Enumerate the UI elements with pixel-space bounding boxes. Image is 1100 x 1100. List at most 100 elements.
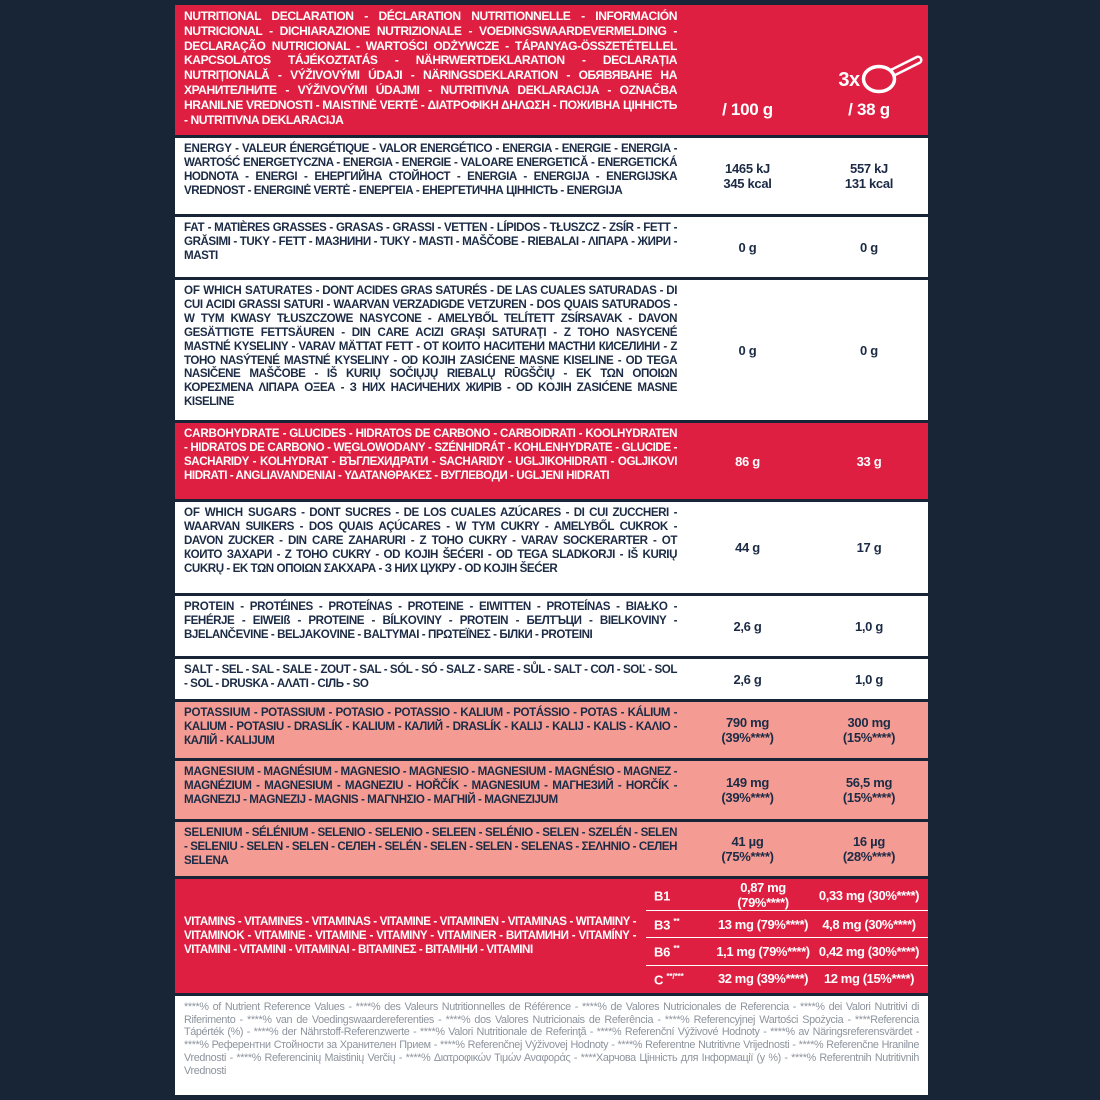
value-per-serving: 16 µg (28%****) (810, 822, 928, 876)
nutrient-translations: - VALEUR ÉNERGÉTIQUE - VALOR ENERGÉTICO … (184, 142, 677, 197)
nutrient-translations: - GLUCIDES - HIDRATOS DE CARBONO - CARBO… (184, 427, 677, 482)
value-line: 44 g (735, 540, 760, 555)
row-label: PROTEIN - PROTÉINES - PROTEÍNAS - PROTEI… (175, 596, 685, 656)
nutrient-translations: - PROTÉINES - PROTEÍNAS - PROTEINE - EIW… (184, 600, 677, 641)
value-line: (39%****) (721, 730, 774, 745)
nutrient-term: ENERGY (184, 142, 232, 155)
row-carbohydrate: CARBOHYDRATE - GLUCIDES - HIDRATOS DE CA… (175, 423, 928, 499)
value-line: (39%****) (721, 790, 774, 805)
vitamin-name: C **/*** (646, 971, 716, 987)
value-line: 2,6 g (733, 671, 762, 687)
nutrient-term: SALT (184, 663, 213, 676)
value-per-100g: 41 µg (75%****) (685, 822, 810, 876)
nutrient-term: MAGNESIUM (184, 765, 255, 778)
value-line: 790 mg (725, 715, 769, 730)
nutrient-term: POTASSIUM (184, 706, 251, 719)
nutrient-term: OF WHICH SATURATES (184, 284, 313, 297)
value-per-serving: 33 g (810, 423, 928, 499)
reference-values-footnote: ****% of Nutrient Reference Values - ***… (175, 996, 928, 1095)
vitamin-code: B1 (654, 888, 671, 904)
value-line: 41 µg (731, 834, 764, 849)
row-saturates: OF WHICH SATURATES - DONT ACIDES GRAS SA… (175, 280, 928, 420)
row-label: SALT - SEL - SAL - SALE - ZOUT - SAL - S… (175, 659, 685, 699)
nutrient-translations: - POTASSIUM - POTASIO - POTASSIO - KALIU… (184, 706, 677, 747)
nutrient-translations: - MAGNÉSIUM - MAGNESIO - MAGNESIO - MAGN… (184, 765, 677, 806)
value-per-100g: 1465 kJ 345 kcal (685, 138, 810, 214)
row-label: MAGNESIUM - MAGNÉSIUM - MAGNESIO - MAGNE… (175, 761, 685, 819)
value-per-serving: 557 kJ 131 kcal (810, 138, 928, 214)
servings-multiplier: 3x (838, 68, 860, 91)
nutrient-translations: - VITAMINES - VITAMINAS - VITAMINE - VIT… (184, 914, 636, 957)
vitamin-footnote-mark: ** (673, 916, 680, 926)
value-line: 0 g (738, 342, 757, 358)
value-per-serving: 1,0 g (810, 596, 928, 656)
vitamin-name: B3 ** (646, 916, 716, 932)
vitamin-value-per-100g: 32 mg (39%****) (717, 971, 809, 987)
value-per-100g: 44 g (685, 502, 810, 593)
value-per-100g: 790 mg (39%****) (685, 702, 810, 758)
value-line: 33 g (856, 453, 882, 469)
row-protein: PROTEIN - PROTÉINES - PROTEÍNAS - PROTEI… (175, 596, 928, 656)
vitamin-value-per-serving: 0,33 mg (30%****) (818, 887, 920, 903)
value-line: 2,6 g (733, 618, 762, 634)
vitamin-row-b6: B6 ** 1,1 mg (79%****) 0,42 mg (30%****) (646, 937, 928, 964)
table-header: NUTRITIONAL DECLARATION - DÉCLARATION NU… (175, 5, 928, 135)
vitamins-subtable: B1 0,87 mg (79%****) 0,33 mg (30%****) B… (646, 879, 928, 993)
vitamins-text: VITAMINS - VITAMINES - VITAMINAS - VITAM… (184, 915, 636, 958)
row-label: OF WHICH SATURATES - DONT ACIDES GRAS SA… (175, 280, 685, 420)
vitamin-value-per-serving: 0,42 mg (30%****) (818, 943, 920, 959)
value-per-100g: 0 g (685, 280, 810, 420)
value-per-serving: 0 g (810, 217, 928, 277)
value-line: (75%****) (721, 849, 774, 864)
value-line: (28%****) (842, 849, 896, 864)
value-line: 0 g (738, 239, 757, 255)
nutrition-table: NUTRITIONAL DECLARATION - DÉCLARATION NU… (175, 5, 928, 1095)
nutrient-term: PROTEIN (184, 600, 235, 613)
nutrient-translations: - DONT SUCRES - DE LOS CUALES AZÚCARES -… (184, 506, 677, 575)
value-line: 56,5 mg (845, 775, 893, 790)
vitamin-row-b3: B3 ** 13 mg (79%****) 4,8 mg (30%****) (646, 910, 928, 937)
vitamin-name: B1 (646, 887, 716, 903)
column-header-per-serving: 3x / 38 g (810, 5, 928, 135)
row-label: ENERGY - VALEUR ÉNERGÉTIQUE - VALOR ENER… (175, 138, 685, 214)
row-label: SELENIUM - SÉLÉNIUM - SELENIO - SELENIO … (175, 822, 685, 876)
value-line: 149 mg (725, 775, 769, 790)
value-line: 1465 kJ (725, 161, 770, 176)
row-vitamins: VITAMINS - VITAMINES - VITAMINAS - VITAM… (175, 879, 928, 993)
vitamin-code: B3 (654, 917, 671, 933)
value-line: 86 g (735, 453, 760, 469)
value-line: 16 µg (852, 834, 885, 849)
value-line: 0 g (860, 239, 878, 255)
value-per-100g: 2,6 g (685, 659, 810, 699)
value-line: 131 kcal (844, 176, 894, 191)
nutrient-term: OF WHICH SUGARS (184, 506, 297, 519)
serving-size-indicator: 3x (838, 50, 925, 96)
row-label: FAT - MATIÈRES GRASSES - GRASAS - GRASSI… (175, 217, 685, 277)
value-line: 300 mg (847, 715, 891, 730)
row-label: CARBOHYDRATE - GLUCIDES - HIDRATOS DE CA… (175, 423, 685, 499)
value-per-serving: 0 g (810, 280, 928, 420)
row-salt: SALT - SEL - SAL - SALE - ZOUT - SAL - S… (175, 659, 928, 699)
value-per-100g: 149 mg (39%****) (685, 761, 810, 819)
value-line: 557 kJ (850, 161, 888, 176)
value-line: 1,0 g (854, 618, 884, 634)
vitamin-footnote-mark: ** (673, 943, 680, 954)
vitamin-code: C (654, 971, 664, 987)
nutrient-translations: - SÉLÉNIUM - SELENIO - SELENIO - SELEEN … (184, 826, 677, 867)
nutrient-term: VITAMINS (184, 914, 235, 928)
row-sugars: OF WHICH SUGARS - DONT SUCRES - DE LOS C… (175, 502, 928, 593)
vitamin-code: B6 (654, 944, 671, 960)
nutrient-translations: - SEL - SAL - SALE - ZOUT - SAL - SÓL - … (184, 663, 677, 690)
value-per-serving: 17 g (810, 502, 928, 593)
value-line: 0 g (860, 342, 878, 358)
value-line: (15%****) (842, 730, 896, 745)
vitamin-footnote-mark: **/*** (666, 970, 684, 981)
value-per-100g: 86 g (685, 423, 810, 499)
vitamin-value-per-100g: 0,87 mg (79%****) (737, 880, 789, 910)
vitamin-row-c: C **/*** 32 mg (39%****) 12 mg (15%****) (646, 964, 928, 992)
value-per-serving: 1,0 g (810, 659, 928, 699)
value-line: 1,0 g (854, 671, 884, 687)
row-energy: ENERGY - VALEUR ÉNERGÉTIQUE - VALOR ENER… (175, 138, 928, 214)
vitamin-value-per-serving: 12 mg (15%****) (823, 971, 915, 987)
